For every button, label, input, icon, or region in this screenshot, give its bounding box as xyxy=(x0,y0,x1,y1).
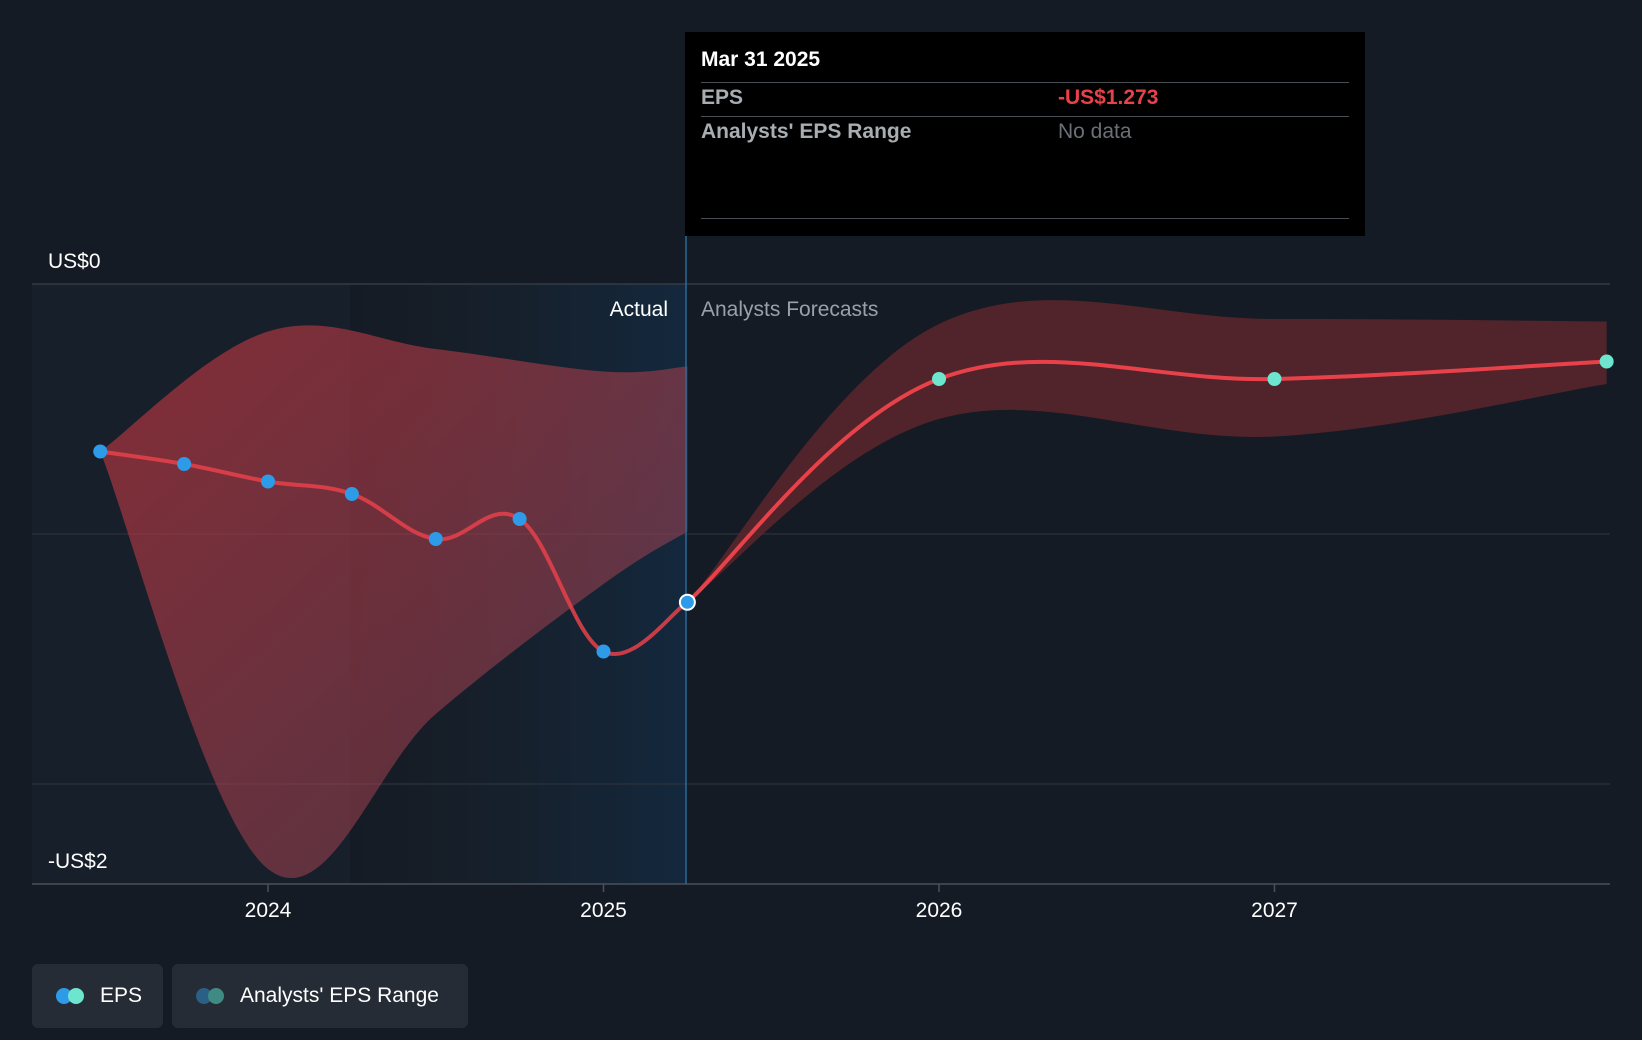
eps-range-band-forecast xyxy=(687,300,1607,603)
tooltip-divider xyxy=(701,116,1349,117)
legend-label-eps: EPS xyxy=(100,984,143,1007)
eps-point-forecast xyxy=(1267,372,1282,386)
legend-dot-range-forecast xyxy=(208,988,224,1004)
eps-point-actual xyxy=(344,487,359,501)
eps-point-actual xyxy=(261,474,275,489)
eps-range-band-actual xyxy=(100,325,688,879)
eps-range-legend-icon xyxy=(196,988,226,1004)
tooltip-divider xyxy=(701,218,1349,219)
eps-point-forecast xyxy=(1599,354,1614,369)
legend-dot-forecast xyxy=(68,988,84,1004)
eps-range-bands xyxy=(100,300,1607,879)
x-tick-label: 2027 xyxy=(1251,899,1298,922)
tooltip-range-label: Analysts' EPS Range xyxy=(701,120,912,143)
tooltip: Mar 31 2025 EPS -US$1.273 Analysts' EPS … xyxy=(685,32,1365,236)
eps-line-forecast xyxy=(685,359,1609,605)
x-axis-ticks: 2024 2025 2026 2027 xyxy=(245,884,1298,922)
forecast-region-label: Analysts Forecasts xyxy=(701,298,878,321)
y-axis-label-top: US$0 xyxy=(48,250,101,273)
eps-point-actual xyxy=(428,532,443,546)
eps-lines xyxy=(98,359,1609,656)
legend-item-eps[interactable]: EPS xyxy=(32,964,163,1028)
x-tick-label: 2025 xyxy=(580,899,627,922)
y-axis-label-bottom: -US$2 xyxy=(48,850,108,873)
eps-point-actual xyxy=(177,457,192,471)
x-tick-label: 2024 xyxy=(245,899,292,922)
tooltip-eps-label: EPS xyxy=(701,86,744,109)
legend-item-eps-range[interactable]: Analysts' EPS Range xyxy=(172,964,468,1028)
actual-region-label: Actual xyxy=(610,298,668,321)
eps-point-actual xyxy=(512,512,527,526)
eps-points xyxy=(93,354,1614,659)
tooltip-range-value: No data xyxy=(1058,120,1132,143)
tooltip-eps-value: -US$1.273 xyxy=(1058,86,1159,109)
eps-point-forecast xyxy=(932,372,946,386)
tooltip-date: Mar 31 2025 xyxy=(701,48,821,71)
eps-legend-icon xyxy=(56,988,86,1004)
eps-point-actual xyxy=(596,644,611,659)
gridlines xyxy=(32,283,1610,885)
tooltip-divider xyxy=(701,82,1349,83)
legend-label-eps-range: Analysts' EPS Range xyxy=(240,984,439,1007)
eps-line-actual xyxy=(98,449,690,656)
eps-point-actual xyxy=(678,593,696,611)
eps-point-actual xyxy=(93,444,108,459)
x-tick-label: 2026 xyxy=(916,899,963,922)
